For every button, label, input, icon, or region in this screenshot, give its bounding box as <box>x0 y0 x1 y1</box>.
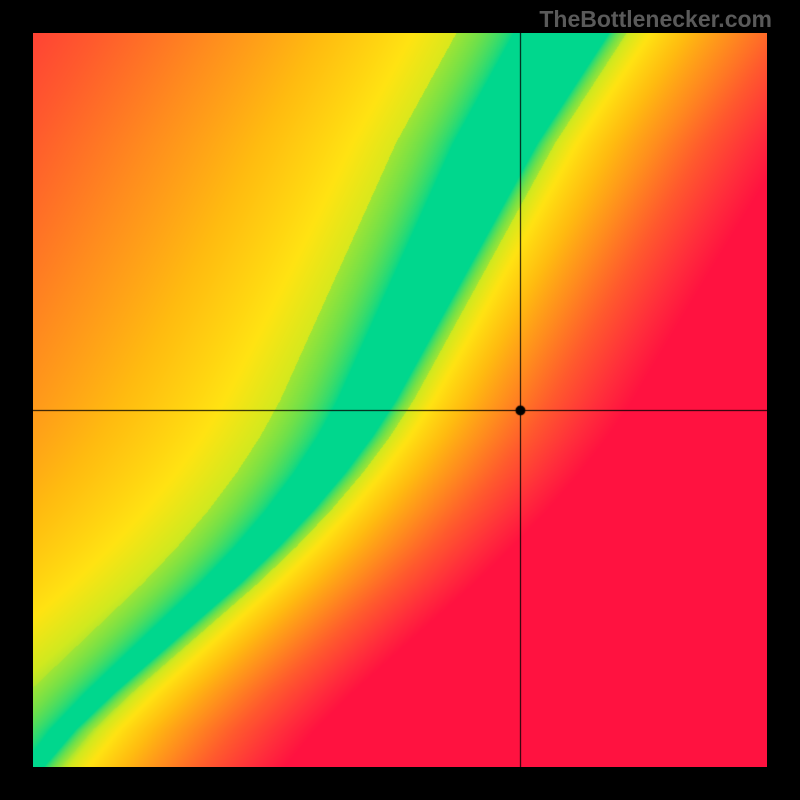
chart-container: TheBottlenecker.com <box>0 0 800 800</box>
watermark-text: TheBottlenecker.com <box>539 6 772 33</box>
crosshair-overlay <box>33 33 767 767</box>
